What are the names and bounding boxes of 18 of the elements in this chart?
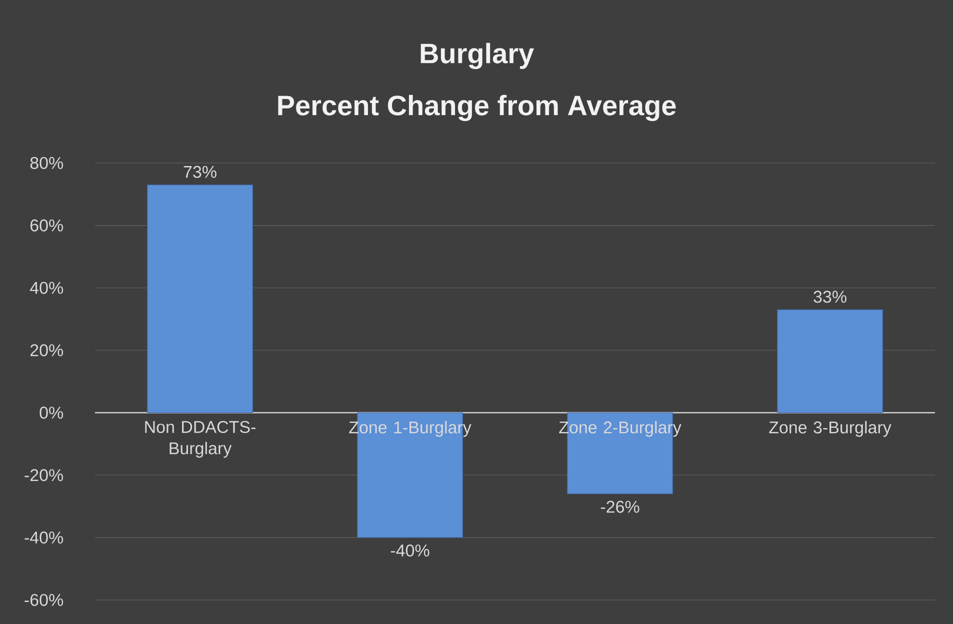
x-tick-label: Non DDACTS-Burglary — [145, 420, 256, 458]
bar — [777, 309, 883, 413]
x-tick-label: Zone 3-Burglary — [769, 420, 892, 437]
y-tick-label: -40% — [24, 532, 64, 544]
data-label: 33% — [814, 290, 846, 303]
data-label: -26% — [600, 500, 640, 513]
y-tick-label: 80% — [30, 156, 64, 170]
bar — [147, 184, 253, 413]
y-tick-label: 20% — [30, 344, 64, 356]
y-tick-label: -60% — [24, 594, 64, 606]
y-tick-label: -20% — [24, 469, 64, 482]
y-tick-label: 0% — [40, 406, 64, 419]
y-tick-label: 60% — [30, 219, 64, 232]
chart-subtitle: Percent Change from Average — [278, 94, 676, 122]
chart-title: Burglary — [420, 42, 534, 70]
y-tick-label: 40% — [30, 282, 64, 294]
data-label: -40% — [390, 544, 430, 557]
data-label: 73% — [184, 166, 216, 178]
